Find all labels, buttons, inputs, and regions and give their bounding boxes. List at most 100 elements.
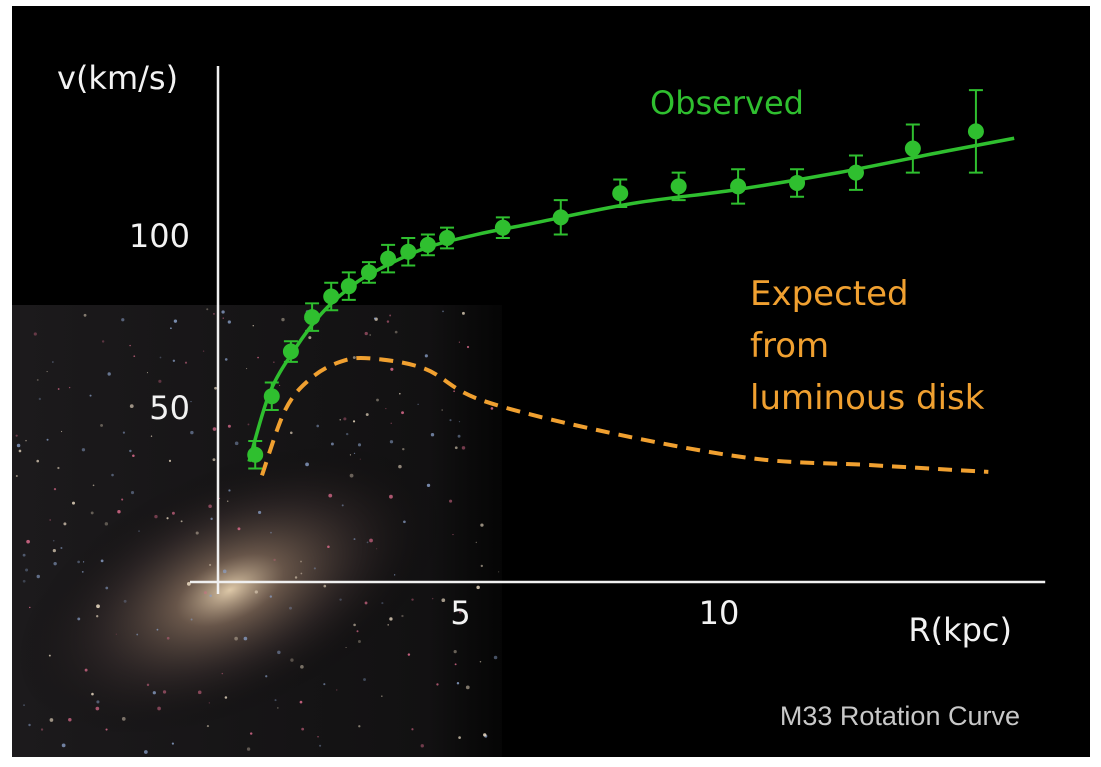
star [431, 597, 434, 600]
star [305, 462, 309, 467]
star [212, 427, 217, 431]
star [202, 350, 205, 352]
star [53, 488, 57, 491]
star [458, 610, 462, 614]
star [343, 417, 347, 421]
star [411, 598, 414, 601]
star [369, 334, 371, 336]
data-point [263, 388, 280, 405]
star [57, 388, 60, 390]
star [402, 447, 405, 451]
star [121, 498, 124, 501]
star [29, 606, 31, 609]
star [107, 372, 111, 376]
star [364, 601, 368, 605]
data-point [439, 230, 456, 246]
y-tick-label: 100 [129, 217, 190, 255]
star [265, 675, 268, 678]
star [33, 332, 37, 336]
star [341, 504, 344, 507]
star [36, 574, 40, 579]
star [159, 356, 162, 359]
star [300, 560, 302, 563]
star [38, 397, 41, 401]
star [173, 319, 178, 323]
star [206, 724, 210, 728]
star [399, 392, 401, 395]
star [483, 733, 487, 737]
star [490, 407, 494, 410]
star [95, 706, 100, 711]
star [330, 442, 334, 446]
star [60, 430, 63, 433]
star [381, 602, 384, 605]
star [364, 331, 368, 336]
star [143, 750, 148, 754]
star [84, 668, 88, 672]
star [466, 345, 470, 349]
star [132, 454, 135, 457]
star [363, 678, 366, 681]
star [442, 310, 444, 313]
star [359, 458, 361, 460]
star [353, 538, 356, 541]
star [26, 539, 30, 544]
star [394, 330, 398, 334]
star [401, 614, 404, 618]
star [313, 567, 316, 570]
star [387, 624, 390, 626]
data-point [400, 243, 417, 260]
star [274, 699, 277, 702]
star [57, 466, 60, 470]
star [456, 681, 460, 685]
star [319, 744, 322, 747]
star [180, 520, 183, 523]
star [373, 317, 376, 320]
y-axis-label: v(km/s) [57, 59, 178, 97]
star [52, 361, 54, 363]
star [68, 386, 71, 389]
star [162, 690, 167, 694]
star [453, 390, 455, 393]
star [420, 744, 424, 748]
x-axis-label: R(kpc) [908, 611, 1012, 649]
star [249, 732, 253, 735]
star [299, 700, 303, 704]
data-point [419, 236, 436, 253]
star [465, 685, 470, 690]
star [328, 493, 333, 498]
star [323, 584, 327, 588]
star [246, 368, 248, 370]
star [152, 691, 156, 695]
star [214, 386, 217, 390]
star [390, 367, 394, 371]
star [279, 384, 281, 386]
star [224, 696, 228, 699]
star [96, 604, 100, 609]
star [82, 561, 85, 563]
star [498, 571, 500, 573]
star [417, 403, 419, 405]
star [91, 692, 94, 696]
star [104, 522, 109, 526]
data-point [904, 140, 921, 157]
star [46, 371, 48, 373]
data-point [552, 209, 569, 226]
star [246, 747, 251, 751]
star [157, 706, 161, 711]
data-point [730, 178, 747, 195]
star [352, 420, 356, 423]
data-point [670, 178, 687, 195]
star [289, 431, 293, 435]
star [89, 394, 92, 397]
star [389, 494, 393, 499]
star [335, 689, 338, 691]
star [46, 438, 49, 441]
data-point [847, 164, 864, 181]
star [323, 683, 326, 686]
star [243, 636, 248, 641]
star [96, 700, 100, 704]
star [339, 598, 342, 601]
star [247, 423, 250, 426]
star [228, 489, 231, 492]
